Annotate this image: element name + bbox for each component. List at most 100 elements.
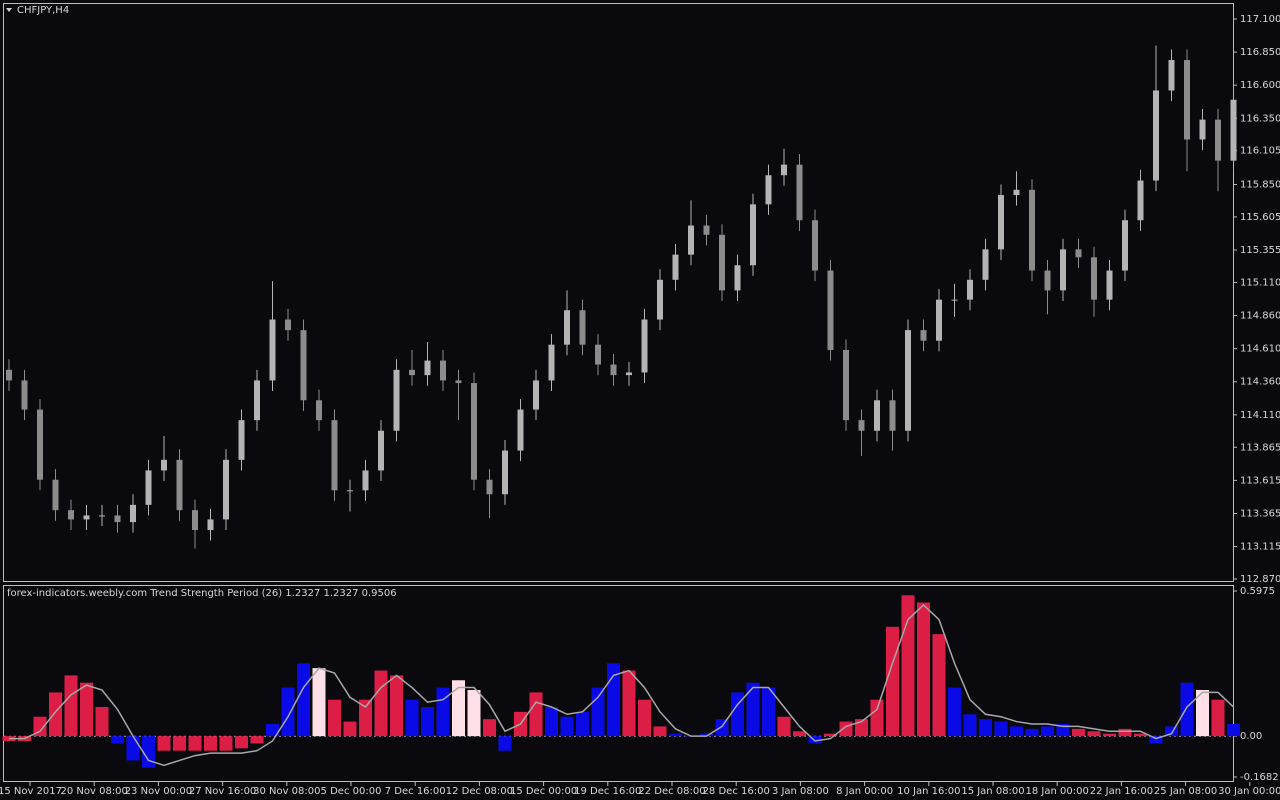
x-tick-label: 19 Dec 16:00 [574,786,641,797]
candle-body [1044,270,1051,291]
candle-body [130,504,136,523]
candle-body [409,369,415,376]
candle-body [1013,189,1020,196]
candle-body [564,310,570,345]
histogram-bar [1149,736,1163,744]
histogram-bar [219,736,233,751]
histogram-bar [576,711,589,737]
candle-body [533,380,539,410]
histogram-bar [793,731,806,737]
histogram-bar [762,687,775,737]
x-tick-label: 25 Jan 08:00 [1154,786,1217,797]
histogram-bar [1118,728,1132,737]
histogram-bar [731,692,744,737]
candle-body [455,380,462,384]
candle-body [83,515,90,520]
candle-body [672,254,679,280]
candle-body [52,479,59,511]
histogram-bar [870,699,884,737]
candle-body [548,344,555,381]
candle-body [161,459,167,471]
candle-body [951,299,958,301]
histogram-bar [607,663,620,737]
candle-body [905,330,911,431]
candle-body [1075,249,1082,258]
candle-body [734,265,741,291]
candle-body [300,330,307,401]
price-pane [3,3,1234,582]
candle-body [1060,249,1066,291]
candle-body [1184,60,1190,140]
signal-line [9,603,1235,767]
histogram-bar [173,736,186,751]
candle-body [238,420,245,460]
candle-body [1137,180,1144,221]
candle-body [145,470,152,505]
histogram-bar [157,736,171,751]
histogram-bar [700,733,713,737]
histogram-bar [1211,699,1225,737]
histogram-bar [545,706,558,737]
y-tick-label: 114.360 [1240,377,1280,388]
indicator-title: forex-indicators.weebly.com Trend Streng… [7,588,397,599]
x-tick-label: 23 Nov 00:00 [125,786,192,797]
candle-body [471,383,477,480]
histogram-bar [126,736,140,761]
candle-body [1215,119,1221,161]
histogram-bar [529,692,543,737]
candle-body [424,360,431,376]
candle-body [982,249,989,280]
histogram-bar [1041,726,1054,737]
histogram-bar [266,723,279,737]
candle-body [176,459,183,511]
dropdown-icon[interactable] [6,8,12,12]
candle-body [998,195,1004,250]
histogram-bar [808,736,822,744]
histogram-bar [49,692,62,737]
histogram-bar [80,682,93,737]
histogram-bar [917,602,930,737]
x-tick-label: 15 Jan 08:00 [961,786,1024,797]
y-tick-label: 0.5975 [1240,586,1275,597]
candle-body [21,380,28,410]
histogram-bar [328,699,341,737]
histogram-bar [1165,726,1178,737]
histogram-bar [994,721,1008,737]
x-tick-label: 22 Jan 16:00 [1090,786,1153,797]
histogram-bar [948,687,961,737]
candle-body [331,420,338,491]
candle-body [827,270,834,350]
histogram-bar [1025,728,1039,737]
histogram-bar [1010,726,1023,737]
candle-body [843,349,849,421]
histogram-bar [142,736,155,768]
histogram-bar [591,687,605,737]
candle-body [1029,189,1035,271]
histogram-bar [498,736,512,751]
candle-body [223,459,229,520]
histogram-bar [963,714,977,737]
y-tick-label: 117.100 [1240,14,1280,25]
histogram-bar [979,719,992,737]
histogram-bar [886,626,899,737]
candle-body [967,279,973,300]
histogram-bar [467,689,481,737]
y-tick-label: 115.850 [1240,179,1280,190]
candle-body [1122,220,1128,271]
candle-body [641,319,648,373]
x-tick-label: 27 Nov 16:00 [189,786,256,797]
histogram-bar [560,716,574,737]
histogram-bar [901,595,915,737]
x-tick-label: 5 Dec 00:00 [321,786,382,797]
histogram-bar [622,670,636,737]
candle-body [68,510,74,520]
histogram-bar [374,670,388,737]
candle-body [207,519,214,531]
y-tick-label: 114.610 [1240,344,1280,355]
histogram-bar [777,716,791,737]
candle-body [610,364,617,376]
candle-body [1230,99,1237,161]
candle-body [626,372,632,376]
